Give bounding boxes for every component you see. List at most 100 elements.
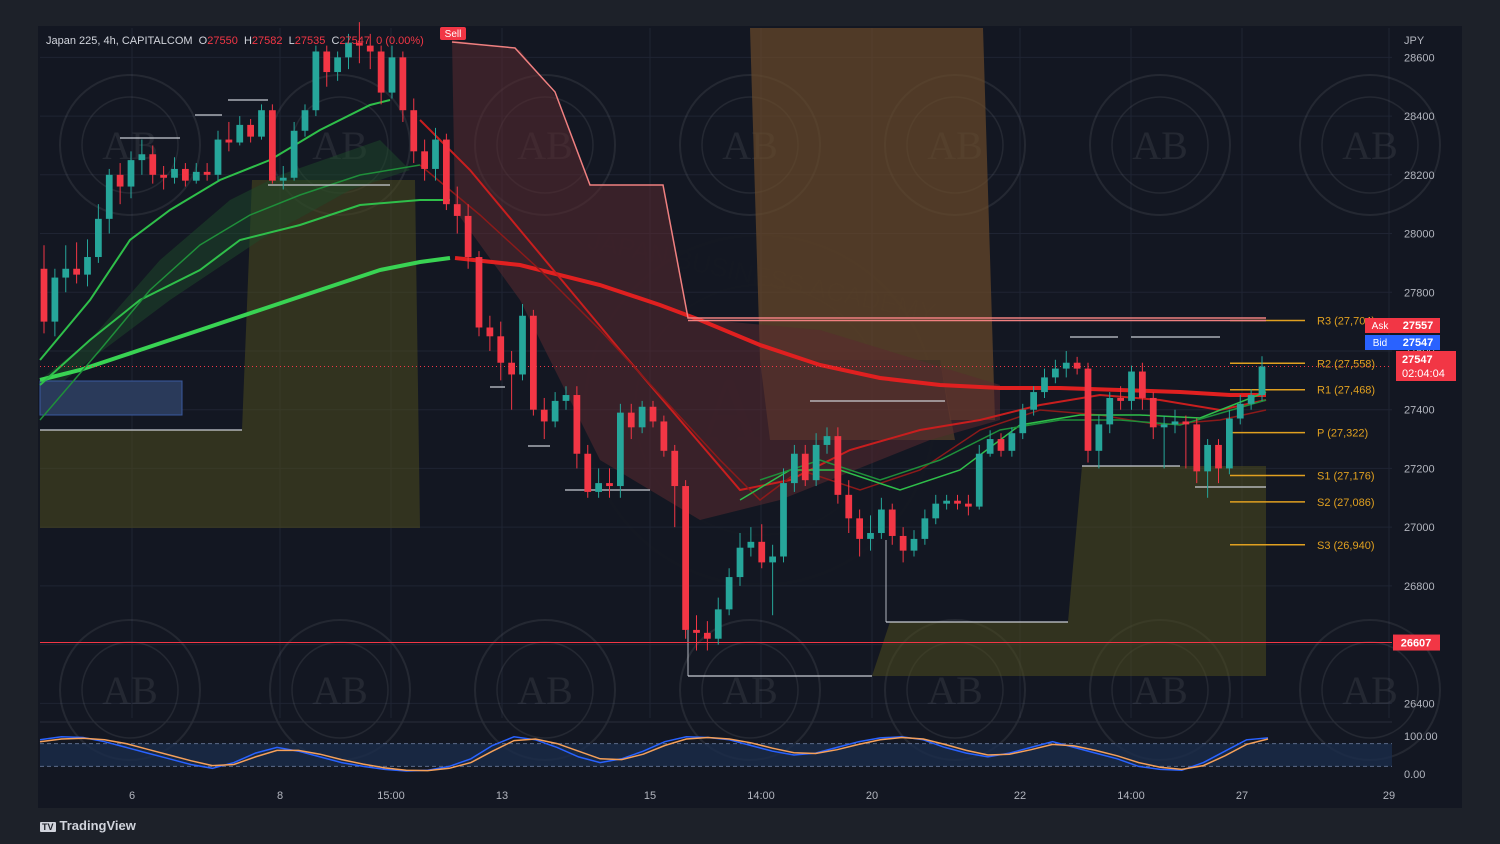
price-tick-label: 28200 bbox=[1404, 170, 1435, 182]
candle-body bbox=[84, 257, 91, 275]
candle bbox=[51, 268, 59, 337]
ask-tag: Ask 27557 bbox=[1365, 318, 1440, 333]
candle-body bbox=[464, 215, 472, 258]
watermark-ring-inner bbox=[496, 641, 594, 739]
candle bbox=[366, 33, 374, 70]
last-price-value: 27547 bbox=[1402, 354, 1433, 366]
candle-body bbox=[954, 500, 961, 504]
candle bbox=[704, 621, 711, 651]
bid-tag-value-bg bbox=[1396, 335, 1440, 350]
time-tick-label: 29 bbox=[1383, 790, 1395, 802]
candle bbox=[225, 121, 233, 152]
candle-body bbox=[638, 406, 646, 428]
candle bbox=[823, 427, 831, 454]
bid-tag-value: 27547 bbox=[1403, 337, 1434, 349]
candle-body bbox=[1062, 362, 1070, 369]
price-tick-label: 27800 bbox=[1404, 287, 1435, 299]
candle bbox=[867, 515, 874, 551]
candle bbox=[986, 430, 994, 457]
range-markers bbox=[40, 99, 1266, 677]
candle bbox=[530, 309, 537, 416]
pivot-label: R3 (27,704) bbox=[1317, 315, 1375, 327]
candle-body bbox=[1149, 397, 1157, 428]
candle bbox=[1171, 409, 1179, 434]
candle-body bbox=[323, 51, 331, 73]
watermark-ring-inner bbox=[81, 641, 179, 739]
watermark-ring-inner bbox=[701, 641, 799, 739]
candle bbox=[714, 597, 722, 645]
candle-body bbox=[1160, 424, 1168, 428]
candle-body bbox=[823, 436, 831, 445]
candle bbox=[127, 151, 135, 199]
price-tick-label: 27200 bbox=[1404, 463, 1435, 475]
candle bbox=[1215, 439, 1222, 484]
bid-tag-label-bg bbox=[1365, 335, 1396, 350]
watermark-seal: AB bbox=[679, 619, 821, 761]
candle-body bbox=[1128, 371, 1135, 401]
watermark-mono: AB bbox=[1342, 668, 1398, 713]
candle bbox=[975, 444, 983, 510]
candle bbox=[573, 386, 581, 469]
candle-body bbox=[192, 171, 200, 181]
candle-body bbox=[888, 509, 896, 536]
candle bbox=[323, 45, 331, 87]
candle-body bbox=[530, 315, 537, 410]
watermark-ring bbox=[1299, 74, 1441, 216]
candle bbox=[758, 524, 766, 569]
zone-green-up bbox=[40, 140, 410, 400]
pivot-label: S3 (26,940) bbox=[1317, 540, 1374, 552]
candle bbox=[1117, 386, 1124, 410]
candle-body bbox=[51, 277, 59, 322]
candle-body bbox=[290, 130, 298, 178]
ema-faint-green bbox=[39, 164, 421, 421]
candle bbox=[1182, 415, 1190, 469]
candle bbox=[1258, 356, 1266, 401]
candle bbox=[138, 139, 146, 175]
candle bbox=[1149, 392, 1157, 440]
candle-body bbox=[867, 533, 874, 539]
watermark-ring-inner bbox=[1321, 96, 1419, 194]
ema-faint-red bbox=[419, 164, 1267, 501]
candle bbox=[769, 544, 776, 616]
candle bbox=[649, 400, 657, 428]
candle-body bbox=[497, 336, 505, 363]
candle bbox=[1236, 395, 1244, 425]
candle bbox=[1062, 350, 1070, 378]
candles bbox=[40, 22, 1266, 651]
candle bbox=[932, 494, 940, 525]
candle bbox=[1106, 392, 1114, 434]
price-tick-label: 26800 bbox=[1404, 581, 1435, 593]
tradingview-logo[interactable]: TV TradingView bbox=[40, 818, 136, 833]
candle-body bbox=[921, 518, 929, 539]
bid-tag: Bid 27547 bbox=[1365, 335, 1440, 350]
watermark-ring bbox=[1089, 74, 1231, 216]
candle bbox=[856, 509, 863, 557]
candle-body bbox=[1052, 368, 1059, 378]
watermark-ring-inner bbox=[81, 96, 179, 194]
candle bbox=[160, 166, 167, 190]
candle-body bbox=[704, 632, 711, 639]
stoch-tick-label: 100.00 bbox=[1404, 731, 1438, 743]
candle-body bbox=[1247, 395, 1255, 404]
candle-body bbox=[682, 486, 689, 630]
zone-olive-right bbox=[872, 466, 1266, 676]
price-tick-label: 27400 bbox=[1404, 405, 1435, 417]
candle-body bbox=[279, 177, 287, 181]
candle bbox=[562, 386, 570, 410]
candle-body bbox=[878, 509, 885, 534]
candle bbox=[453, 186, 461, 234]
candle bbox=[747, 527, 755, 557]
candle bbox=[584, 444, 592, 498]
candle-body bbox=[356, 42, 363, 46]
candle bbox=[845, 480, 853, 534]
candle bbox=[1193, 418, 1201, 484]
ema-slow-red bbox=[454, 256, 1266, 397]
watermark-seal: AB bbox=[1299, 619, 1441, 761]
watermark-ring-inner bbox=[291, 641, 389, 739]
candle-body bbox=[725, 577, 733, 610]
candle bbox=[834, 427, 842, 504]
price-tick-label: 28000 bbox=[1404, 229, 1435, 241]
candle bbox=[62, 245, 70, 293]
candle bbox=[540, 397, 548, 440]
